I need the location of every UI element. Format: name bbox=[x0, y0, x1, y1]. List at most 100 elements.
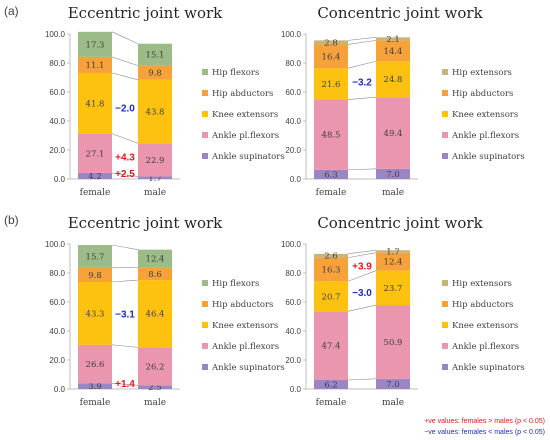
legend-label-hip-abductors: Hip abductors bbox=[452, 300, 513, 310]
y-tick-label: 60.0 bbox=[285, 298, 301, 307]
y-tick-label: 40.0 bbox=[49, 117, 65, 126]
data-label: 9.8 bbox=[88, 271, 102, 281]
bar-ankle-pl-flexors-female bbox=[78, 344, 112, 384]
legend-swatch-ankle-supinators bbox=[442, 153, 448, 159]
difference-annotation: −3.2 bbox=[352, 78, 372, 89]
y-tick-label: 100.0 bbox=[45, 30, 66, 39]
connector-line bbox=[347, 249, 377, 255]
bar-hip-extensors-female bbox=[314, 253, 348, 258]
data-label: 17.3 bbox=[86, 40, 105, 50]
panel-label-a: (a) bbox=[4, 4, 19, 18]
bar-hip-extensors-female bbox=[314, 40, 348, 45]
bar-hip-flexors-male bbox=[138, 249, 172, 268]
legend-swatch-ankle-pl-flexors bbox=[202, 132, 208, 138]
legend-swatch-knee-extensors bbox=[442, 322, 448, 328]
data-label: 6.2 bbox=[324, 381, 338, 391]
bar-ankle-pl-flexors-female bbox=[314, 311, 348, 381]
bar-ankle-supinators-male bbox=[376, 168, 410, 179]
y-tick-label: 20.0 bbox=[285, 356, 301, 365]
connector-line bbox=[111, 56, 139, 66]
data-label: 7.0 bbox=[386, 170, 400, 180]
chart-2: Concentric joint work 0.0 20.0 40.0 60.0 80.0… bbox=[281, 4, 525, 198]
y-tick-label: 0.0 bbox=[54, 175, 66, 184]
y-tick-label: 60.0 bbox=[285, 88, 301, 97]
y-tick-label: 100.0 bbox=[281, 30, 302, 39]
data-label: 47.4 bbox=[322, 342, 341, 352]
legend-label-ankle-supinators: Ankle supinators bbox=[211, 152, 285, 162]
charts: Eccentric joint work 0.0 20.0 40.0 60.0 80.0 1… bbox=[45, 4, 525, 408]
legend-swatch-knee-extensors bbox=[202, 322, 208, 328]
data-label: 16.3 bbox=[322, 265, 341, 275]
bar-hip-extensors-male bbox=[376, 250, 410, 253]
data-label: 23.7 bbox=[384, 284, 403, 294]
data-label: 1.7 bbox=[386, 247, 400, 257]
x-tick-label: male bbox=[144, 398, 166, 408]
legend-label-hip-extensors: Hip extensors bbox=[452, 279, 512, 289]
x-tick-label: male bbox=[144, 188, 166, 198]
y-tick-label: 20.0 bbox=[49, 356, 65, 365]
chart-title: Eccentric joint work bbox=[68, 4, 223, 22]
legend-label-ankle-pl-flexors: Ankle pl.flexors bbox=[451, 131, 519, 141]
x-tick-label: female bbox=[316, 188, 347, 198]
legend-label-knee-extensors: Knee extensors bbox=[452, 321, 518, 331]
y-tick-label: 100.0 bbox=[45, 240, 66, 249]
y-tick-label: 80.0 bbox=[49, 269, 65, 278]
legend-label-hip-flexors: Hip flexors bbox=[212, 68, 259, 78]
legend-label-hip-abductors: Hip abductors bbox=[212, 89, 273, 99]
legend-swatch-ankle-pl-flexors bbox=[442, 343, 448, 349]
difference-annotation: +3.9 bbox=[352, 262, 372, 273]
connector-line bbox=[111, 172, 139, 177]
legend-swatch-hip-flexors bbox=[202, 280, 208, 286]
legend-swatch-ankle-supinators bbox=[442, 364, 448, 370]
y-tick-label: 0.0 bbox=[54, 385, 66, 394]
data-label: 43.8 bbox=[146, 108, 165, 118]
y-tick-label: 40.0 bbox=[49, 327, 65, 336]
x-tick-label: female bbox=[80, 188, 111, 198]
bar-ankle-supinators-female bbox=[314, 380, 348, 389]
chart-3: Eccentric joint work 0.0 20.0 40.0 60.0 80.0 1… bbox=[45, 214, 285, 408]
data-label: 14.4 bbox=[384, 47, 403, 57]
legend-swatch-hip-extensors bbox=[442, 69, 448, 75]
data-label: 8.6 bbox=[148, 270, 162, 280]
legend-swatch-ankle-pl-flexors bbox=[442, 132, 448, 138]
data-label: 48.5 bbox=[322, 131, 341, 141]
data-label: 16.4 bbox=[322, 52, 341, 62]
y-tick-label: 80.0 bbox=[285, 269, 301, 278]
data-label: 22.9 bbox=[146, 156, 165, 166]
connector-line bbox=[347, 40, 377, 45]
x-tick-label: female bbox=[80, 398, 111, 408]
legend-label-ankle-pl-flexors: Ankle pl.flexors bbox=[211, 131, 279, 141]
data-label: 41.8 bbox=[86, 99, 105, 109]
data-label: 11.1 bbox=[86, 61, 105, 71]
bar-knee-extensors-female bbox=[314, 68, 348, 100]
data-label: 26.6 bbox=[86, 360, 105, 370]
bar-hip-abductors-female bbox=[314, 257, 348, 282]
legend-swatch-ankle-supinators bbox=[202, 364, 208, 370]
bar-ankle-supinators-female bbox=[314, 169, 348, 179]
data-label: 3.9 bbox=[88, 382, 102, 392]
legend-label-hip-abductors: Hip abductors bbox=[212, 300, 273, 310]
legend-label-ankle-pl-flexors: Ankle pl.flexors bbox=[451, 342, 519, 352]
bar-ankle-pl-flexors-female bbox=[314, 99, 348, 170]
data-label: 15.7 bbox=[86, 252, 105, 262]
chart-title: Concentric joint work bbox=[317, 214, 483, 232]
legend-swatch-hip-extensors bbox=[442, 280, 448, 286]
legend-label-ankle-pl-flexors: Ankle pl.flexors bbox=[211, 342, 279, 352]
difference-annotation: −3.0 bbox=[352, 288, 372, 299]
data-label: 49.4 bbox=[384, 129, 403, 139]
difference-annotation: +4.3 bbox=[115, 153, 135, 164]
bar-ankle-supinators-male bbox=[138, 385, 172, 389]
legend-label-hip-abductors: Hip abductors bbox=[452, 89, 513, 99]
bar-knee-extensors-male bbox=[138, 79, 172, 144]
panel-label-b: (b) bbox=[4, 213, 19, 227]
bar-knee-extensors-male bbox=[138, 280, 172, 348]
data-label: 12.4 bbox=[384, 258, 403, 268]
data-label: 2.5 bbox=[148, 383, 162, 393]
connector-line bbox=[347, 37, 377, 41]
bar-hip-flexors-male bbox=[138, 43, 172, 66]
data-label: 4.2 bbox=[88, 172, 102, 182]
chart-1: Eccentric joint work 0.0 20.0 40.0 60.0 80.0 1… bbox=[45, 4, 285, 198]
connector-line bbox=[347, 168, 377, 171]
legend-swatch-hip-abductors bbox=[202, 301, 208, 307]
legend-swatch-ankle-supinators bbox=[202, 153, 208, 159]
